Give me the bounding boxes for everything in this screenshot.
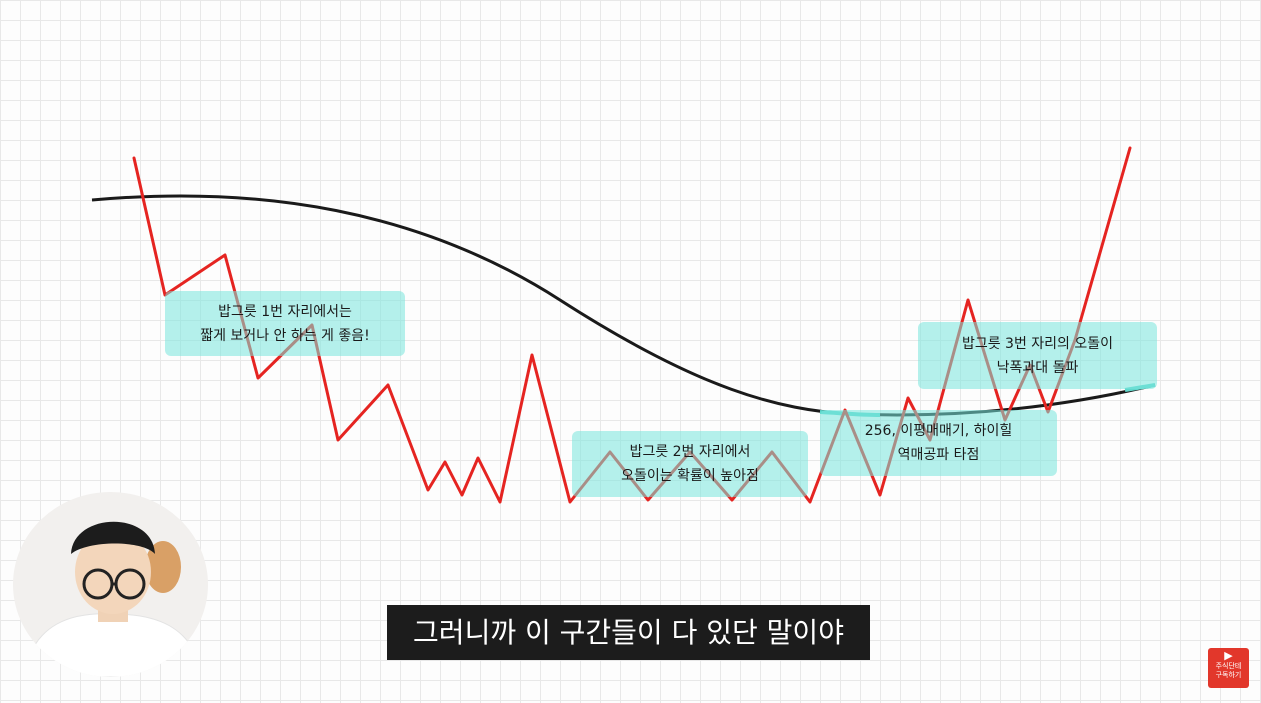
note-bowl-2: 밥그릇 2번 자리에서 오돌이는 확률이 높아짐 xyxy=(572,431,808,497)
note-bowl-1: 밥그릇 1번 자리에서는 짧게 보거나 안 하는 게 좋음! xyxy=(165,291,405,356)
note-bowl-3-line1: 밥그릇 3번 자리의 오돌이 xyxy=(961,335,1114,352)
presenter-avatar xyxy=(22,521,204,677)
note-bowl-3-line2: 낙폭과대 돌파 xyxy=(996,359,1079,376)
note-bowl-1-line1: 밥그릇 1번 자리에서는 xyxy=(218,303,352,320)
play-icon: ▶ xyxy=(1224,649,1233,662)
subscribe-badge[interactable]: ▶ 주식단테 구독하기 xyxy=(1208,648,1249,688)
note-bowl-2-line2: 오돌이는 확률이 높아짐 xyxy=(621,468,759,484)
note-entry-points: 256, 이평매매기, 하이힐 역매공파 타점 xyxy=(820,410,1057,476)
note-bowl-1-line2: 짧게 보거나 안 하는 게 좋음! xyxy=(200,327,370,344)
note-entry-points-line2: 역매공파 타점 xyxy=(897,447,980,463)
presenter-webcam xyxy=(13,492,208,677)
note-entry-points-line1: 256, 이평매매기, 하이힐 xyxy=(864,423,1013,439)
note-bowl-2-line1: 밥그릇 2번 자리에서 xyxy=(629,444,751,460)
note-bowl-3: 밥그릇 3번 자리의 오돌이 낙폭과대 돌파 xyxy=(918,322,1157,389)
subtitle-caption: 그러니까 이 구간들이 다 있단 말이야 xyxy=(387,605,870,660)
subscribe-badge-line2: 구독하기 xyxy=(1215,671,1242,679)
subscribe-badge-line1: 주식단테 xyxy=(1215,662,1242,670)
